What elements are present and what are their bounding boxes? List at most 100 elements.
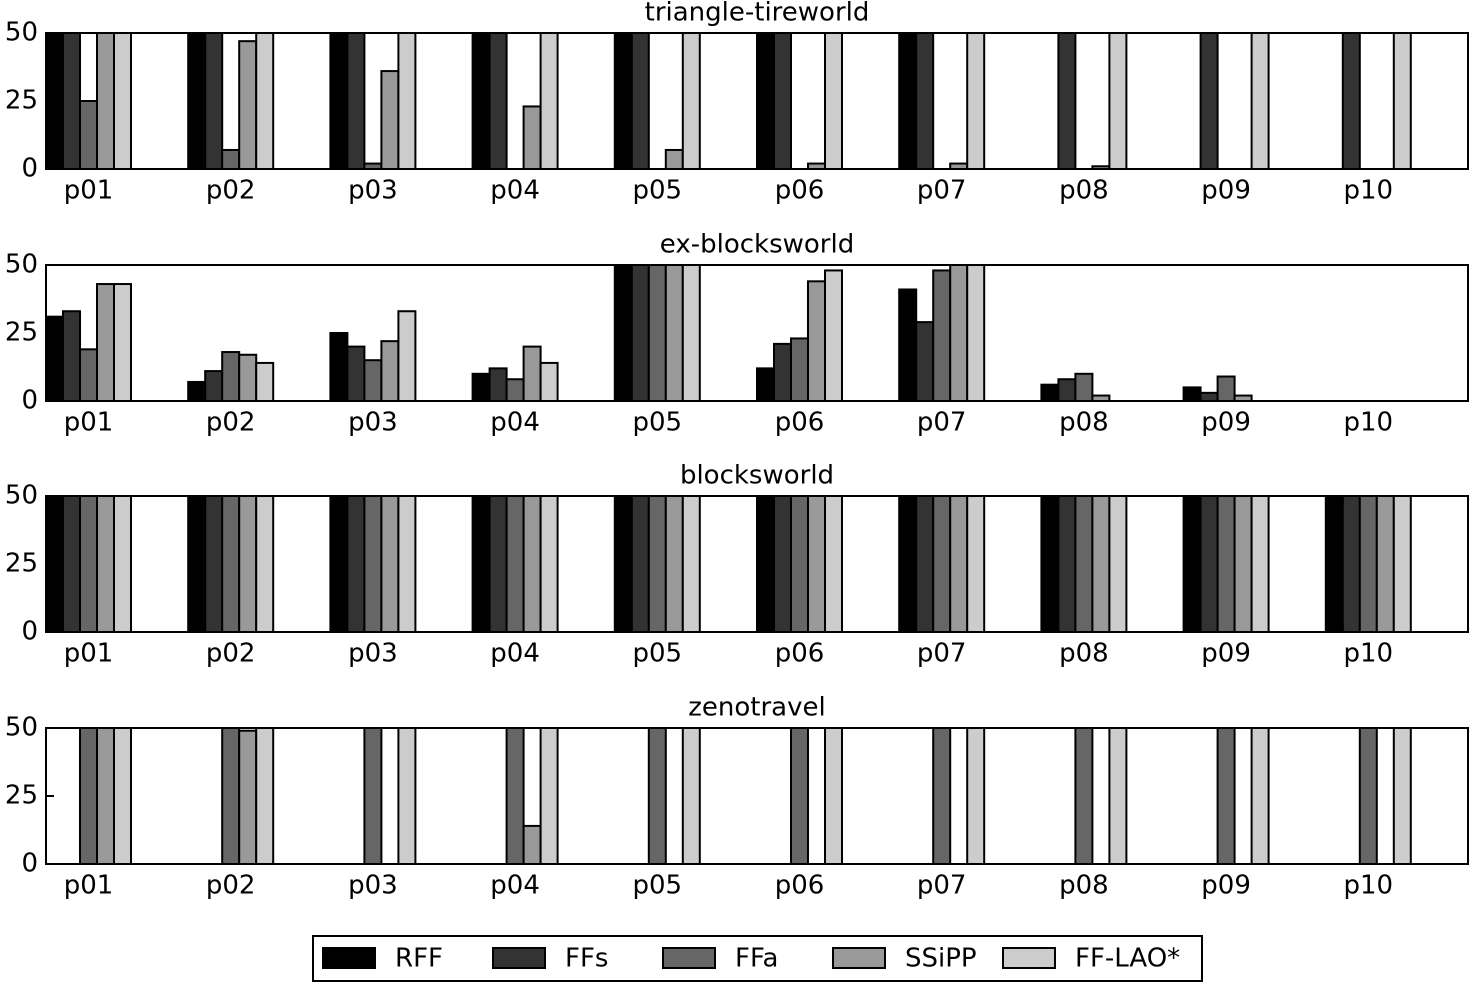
bar: [966, 727, 986, 865]
bar: [96, 495, 115, 633]
bar: [1182, 386, 1202, 402]
bar: [79, 100, 98, 170]
bar: [773, 32, 792, 170]
bar: [949, 495, 969, 633]
bar: [807, 495, 826, 633]
bar: [773, 342, 792, 403]
plot-frame: [45, 495, 1469, 633]
bar: [363, 727, 383, 865]
bar: [1108, 32, 1128, 170]
x-tick-label: p04: [490, 871, 540, 901]
bar: [113, 283, 132, 403]
bar: [238, 495, 258, 633]
bar: [932, 495, 952, 633]
bar: [824, 269, 843, 402]
bar: [113, 32, 132, 170]
bar: [505, 378, 525, 402]
chart-title: ex-blocksworld: [660, 230, 854, 260]
bar: [522, 345, 542, 403]
bar: [221, 351, 241, 403]
x-tick-label: p05: [633, 408, 683, 438]
bar: [62, 32, 81, 170]
y-tick-label: 0: [21, 386, 38, 416]
bar: [1040, 383, 1060, 402]
bar: [522, 495, 542, 633]
x-tick-label: p07: [917, 639, 967, 669]
bar: [664, 148, 684, 171]
bar: [1392, 495, 1412, 633]
bar: [255, 32, 275, 170]
bar: [329, 495, 349, 633]
bar: [221, 148, 241, 171]
bar: [1074, 495, 1094, 633]
bar: [790, 495, 809, 633]
bar: [966, 495, 986, 633]
bar: [824, 495, 843, 633]
bar: [1250, 495, 1270, 633]
bar: [966, 264, 986, 402]
bar: [647, 495, 667, 633]
legend-swatch: [322, 947, 376, 969]
y-tick-label: 50: [5, 713, 38, 743]
bar: [1375, 495, 1395, 633]
bar: [221, 727, 241, 865]
bar: [238, 729, 258, 865]
bar: [1216, 727, 1236, 865]
bar: [681, 495, 701, 633]
x-tick-label: p03: [348, 871, 398, 901]
bar: [1108, 495, 1128, 633]
bar: [204, 32, 224, 170]
bar: [932, 727, 952, 865]
bar: [1216, 495, 1236, 633]
x-tick-label: p09: [1201, 871, 1251, 901]
legend-label: RFF: [395, 944, 443, 974]
legend-swatch: [662, 947, 716, 969]
bar: [824, 727, 843, 865]
bar: [773, 495, 792, 633]
bar: [221, 495, 241, 633]
x-tick-label: p10: [1344, 639, 1394, 669]
bar: [329, 332, 349, 402]
bar: [363, 495, 383, 633]
bar: [1358, 727, 1378, 865]
x-tick-label: p01: [64, 639, 114, 669]
bar: [397, 495, 417, 633]
bar: [204, 495, 224, 633]
bar: [204, 370, 224, 402]
chart-title: triangle-tireworld: [645, 0, 870, 28]
bar: [1108, 727, 1128, 865]
x-tick-label: p07: [917, 871, 967, 901]
x-tick-label: p03: [348, 176, 398, 206]
x-tick-label: p08: [1059, 639, 1109, 669]
x-tick-label: p08: [1059, 408, 1109, 438]
bar: [522, 824, 542, 865]
bar: [187, 380, 207, 402]
bar: [79, 727, 98, 865]
bar: [1091, 495, 1111, 633]
bar: [471, 372, 491, 402]
bar: [966, 32, 986, 170]
x-tick-label: p02: [206, 176, 256, 206]
bar: [1324, 495, 1344, 633]
x-tick-label: p06: [775, 639, 825, 669]
legend-swatch: [832, 947, 886, 969]
bar: [932, 269, 952, 402]
bar: [96, 283, 115, 403]
bar: [1341, 495, 1361, 633]
legend-label: FF-LAO*: [1075, 944, 1180, 974]
bar: [681, 264, 701, 402]
x-tick-label: p02: [206, 408, 256, 438]
bar: [1341, 32, 1361, 170]
bar: [539, 32, 559, 170]
x-tick-label: p01: [64, 176, 114, 206]
bar: [397, 32, 417, 170]
y-tick-label: 25: [5, 318, 38, 348]
x-tick-label: p05: [633, 871, 683, 901]
legend-swatch: [492, 947, 546, 969]
bar: [681, 727, 701, 865]
x-tick-label: p05: [633, 639, 683, 669]
bar: [1358, 495, 1378, 633]
x-tick-label: p06: [775, 176, 825, 206]
bar: [949, 264, 969, 402]
x-tick-label: p01: [64, 408, 114, 438]
